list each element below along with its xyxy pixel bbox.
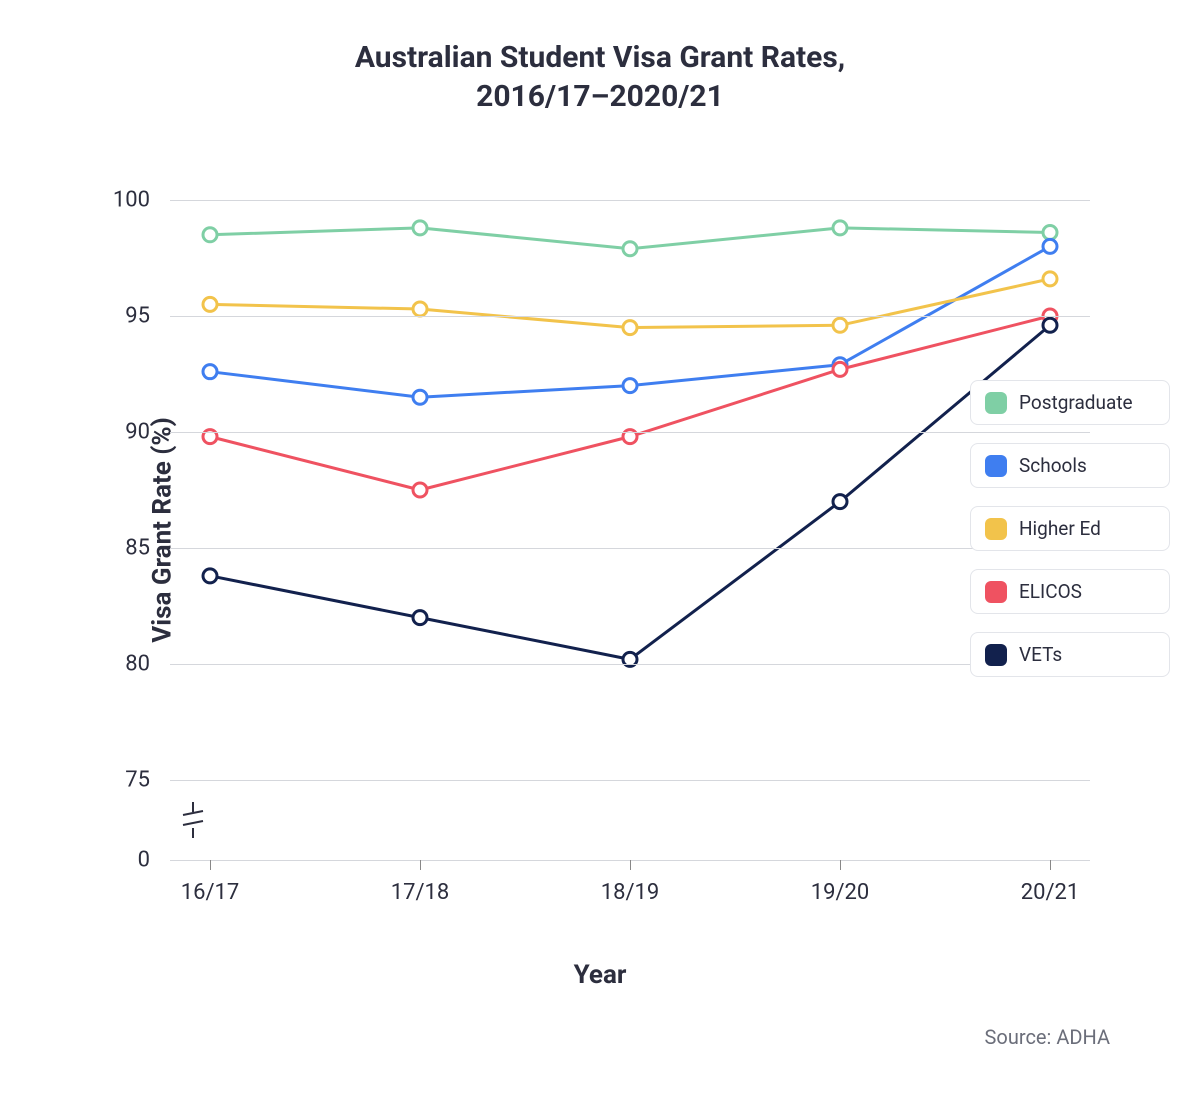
grid-line [170,432,1090,433]
series-marker [1043,272,1057,286]
series-line [210,325,1050,659]
axis-break-icon [178,802,208,844]
series-marker [833,318,847,332]
x-axis-label: Year [574,960,627,990]
grid-line [170,548,1090,549]
legend-item: Schools [970,443,1170,488]
series-marker [413,483,427,497]
y-tick-label: 90 [90,420,150,445]
y-tick-label: 100 [90,188,150,213]
x-tick-label: 18/19 [580,880,680,905]
series-marker [833,495,847,509]
series-marker [413,221,427,235]
legend-item: VETs [970,632,1170,677]
legend-swatch [985,581,1007,603]
series-marker [413,302,427,316]
legend-label: Postgraduate [1019,391,1133,414]
legend-swatch [985,392,1007,414]
series-marker [623,321,637,335]
x-tick-label: 16/17 [160,880,260,905]
x-tick-mark [840,860,841,870]
legend-label: Higher Ed [1019,517,1101,540]
y-tick-label: 75 [90,768,150,793]
x-tick-mark [630,860,631,870]
grid-line [170,200,1090,201]
legend-swatch [985,455,1007,477]
grid-line [170,780,1090,781]
x-tick-mark [210,860,211,870]
series-marker [203,569,217,583]
series-marker [203,365,217,379]
x-tick-label: 19/20 [790,880,890,905]
series-marker [833,362,847,376]
y-tick-label: 0 [90,848,150,873]
series-marker [203,228,217,242]
y-tick-label: 85 [90,536,150,561]
series-line [210,316,1050,490]
legend-label: Schools [1019,454,1087,477]
x-tick-mark [420,860,421,870]
legend-label: ELICOS [1019,580,1082,603]
y-tick-label: 95 [90,304,150,329]
series-marker [1043,239,1057,253]
series-marker [1043,225,1057,239]
chart-container: Australian Student Visa Grant Rates, 201… [0,0,1200,1096]
x-tick-label: 20/21 [1000,880,1100,905]
chart-lines-svg [170,200,1090,860]
series-marker [623,379,637,393]
legend-item: ELICOS [970,569,1170,614]
legend: Postgraduate Schools Higher Ed ELICOS VETs [970,380,1170,695]
series-marker [1043,318,1057,332]
legend-item: Higher Ed [970,506,1170,551]
legend-label: VETs [1019,643,1062,666]
series-marker [203,297,217,311]
grid-line [170,664,1090,665]
source-label: Source: ADHA [985,1025,1110,1049]
y-tick-label: 80 [90,652,150,677]
series-marker [413,390,427,404]
x-tick-mark [1050,860,1051,870]
x-tick-label: 17/18 [370,880,470,905]
legend-swatch [985,644,1007,666]
legend-item: Postgraduate [970,380,1170,425]
chart-title-line1: Australian Student Visa Grant Rates, [355,40,845,75]
chart-title-line2: 2016/17–2020/21 [476,79,724,114]
series-marker [833,221,847,235]
plot-area: 0758085909510016/1717/1818/1919/2020/21 [170,200,1090,860]
legend-swatch [985,518,1007,540]
chart-title: Australian Student Visa Grant Rates, 201… [0,38,1200,116]
series-marker [413,611,427,625]
series-marker [623,242,637,256]
grid-line [170,316,1090,317]
